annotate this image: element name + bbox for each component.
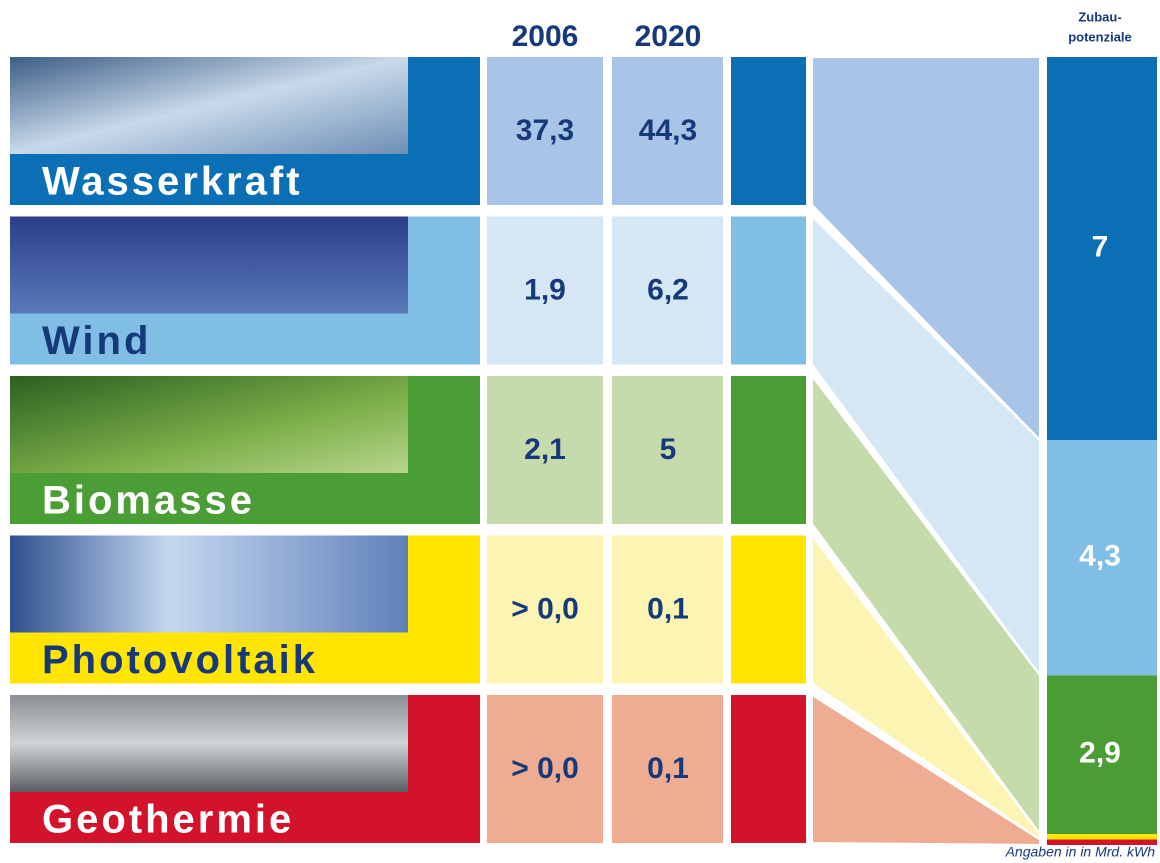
potential-segment [1047,834,1157,839]
row-label: Biomasse [42,479,255,523]
value-2020: 0,1 [647,592,689,625]
color-key [731,536,806,684]
year-header: 2020 [635,20,702,53]
footnote: Angaben in in Mrd. kWh [1005,844,1156,860]
row-label: Wind [42,319,151,363]
year-header: 2006 [512,20,579,53]
potential-title: potenziale [1068,29,1132,44]
value-2006: > 0,0 [511,592,579,625]
potential-label: 7 [1092,230,1109,263]
row-label: Geothermie [42,798,294,842]
row-label: Wasserkraft [42,160,303,204]
value-2020: 5 [660,433,677,466]
potential-label: 2,9 [1079,737,1121,770]
infographic: 2006 2020 Zubau- potenziale Angaben in i… [0,0,1160,863]
photo [10,695,408,792]
potential-segment [1047,840,1157,845]
value-2006: 2,1 [524,433,566,466]
photo [10,376,408,473]
value-2006: 1,9 [524,273,566,306]
color-key [731,695,806,843]
photo [10,217,408,314]
color-key [731,57,806,205]
value-2020: 0,1 [647,752,689,785]
photo [10,536,408,633]
color-key [731,376,806,524]
value-2020: 44,3 [639,114,697,147]
potential-label: 4,3 [1079,540,1121,573]
value-2006: > 0,0 [511,752,579,785]
potential-title: Zubau- [1078,9,1121,24]
color-key [731,217,806,365]
value-2006: 37,3 [516,114,574,147]
photo [10,57,408,154]
value-2020: 6,2 [647,273,689,306]
row-label: Photovoltaik [42,638,318,682]
